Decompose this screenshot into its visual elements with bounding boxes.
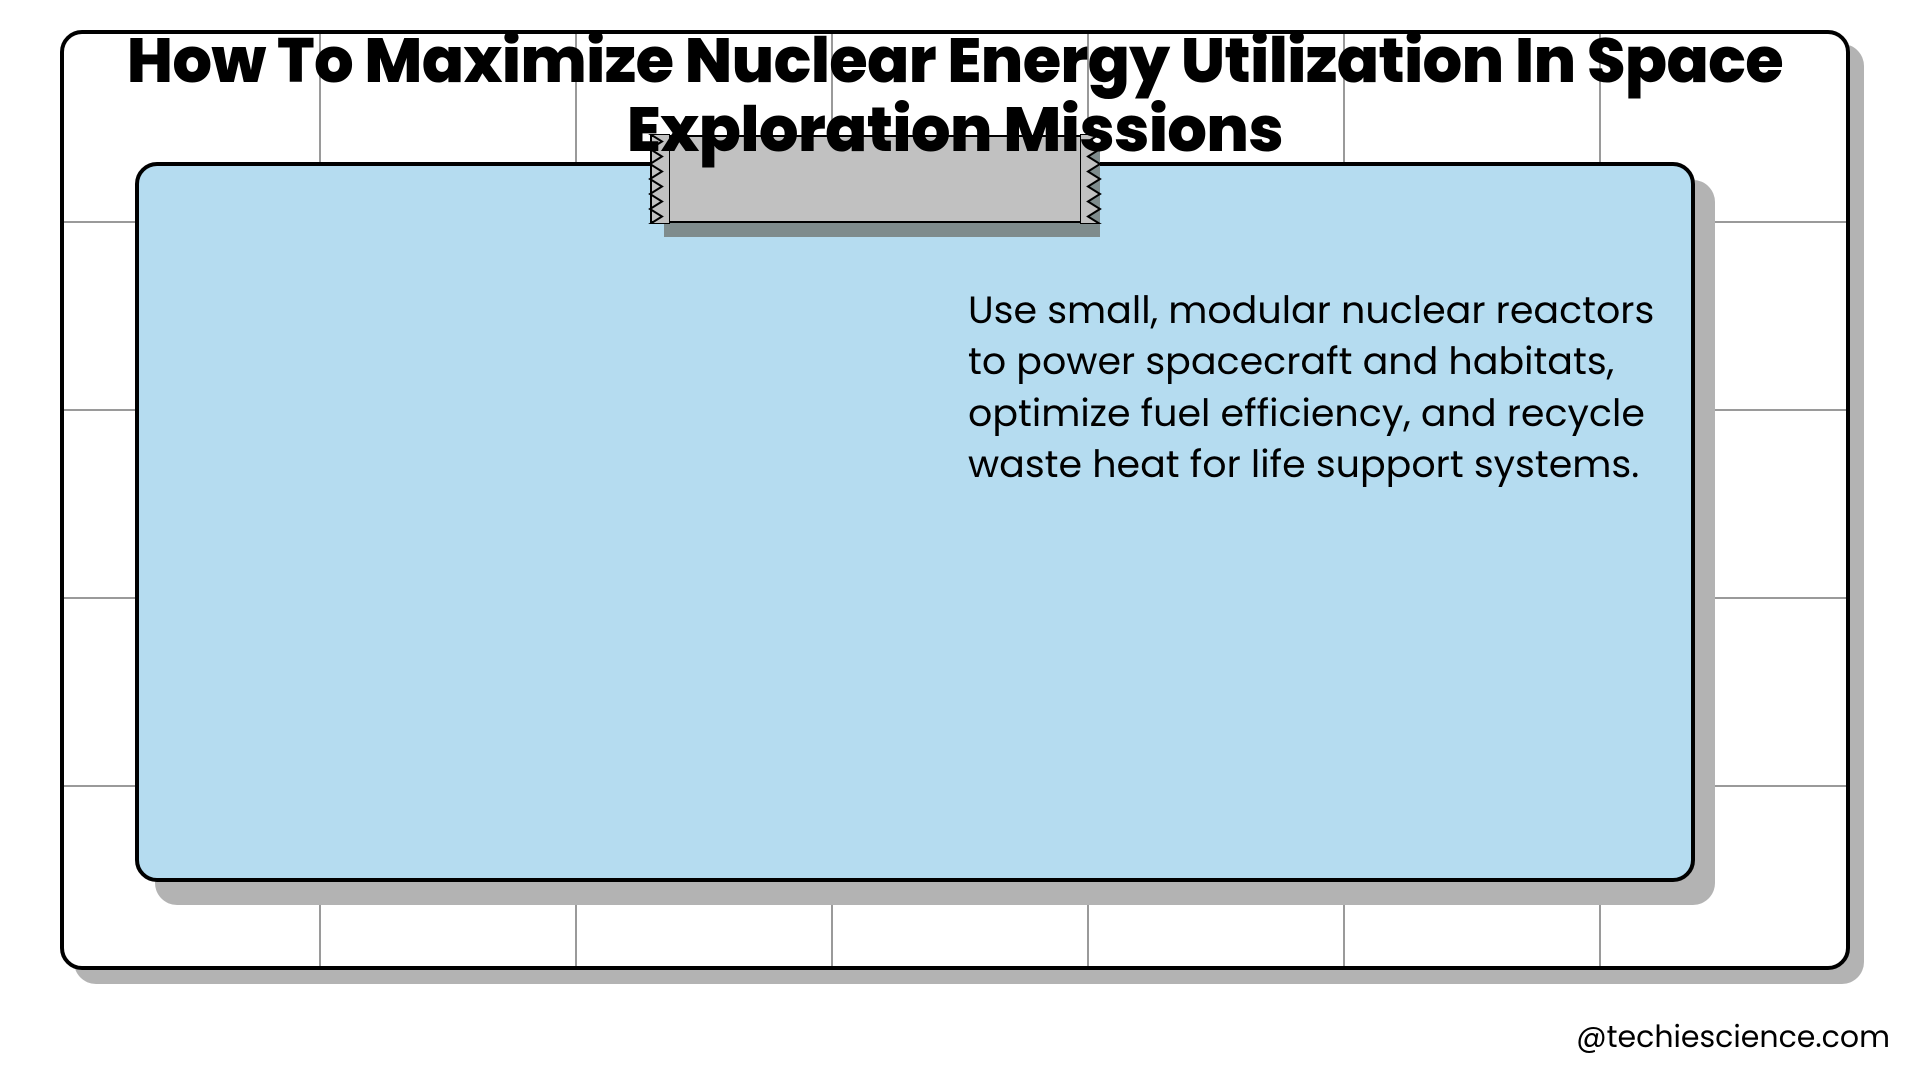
body-text: Use small, modular nuclear reactors to p… bbox=[968, 285, 1688, 490]
credit-text: @techiescience.com bbox=[0, 1014, 1890, 1060]
info-card bbox=[135, 162, 1695, 882]
stage: How To Maximize Nuclear Energy Utilizati… bbox=[0, 0, 1920, 1080]
page-title: How To Maximize Nuclear Energy Utilizati… bbox=[60, 26, 1850, 165]
